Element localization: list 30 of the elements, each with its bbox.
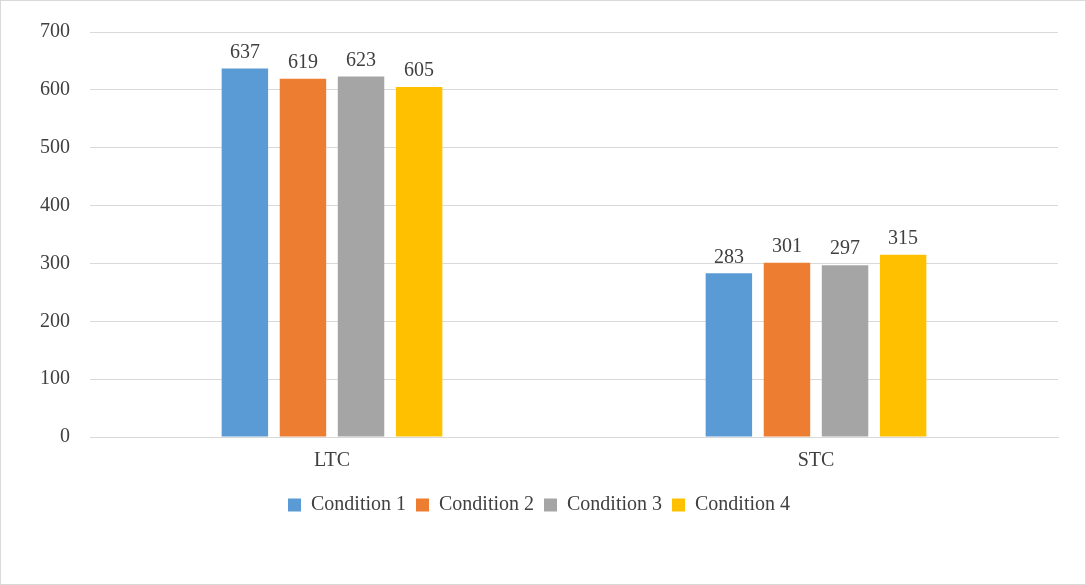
bar (395, 86, 443, 437)
data-label: 283 (713, 244, 744, 267)
bar (279, 78, 327, 437)
legend-label: Condition 4 (695, 492, 791, 515)
data-label: 315 (888, 226, 919, 248)
y-tick-label: 100 (40, 366, 70, 389)
bar (879, 254, 927, 437)
bar (763, 262, 811, 437)
data-label: 637 (229, 39, 260, 62)
data-label: 301 (771, 234, 802, 257)
bar (705, 273, 753, 437)
data-label: 623 (346, 47, 377, 70)
y-tick-label: 0 (60, 424, 70, 447)
data-label: 619 (287, 50, 318, 73)
y-tick-label: 200 (40, 308, 70, 331)
y-tick-label: 400 (40, 192, 70, 215)
y-tick-label: 300 (40, 250, 70, 273)
data-label: 605 (404, 58, 435, 81)
bar (337, 76, 385, 437)
bar (221, 68, 269, 437)
y-tick-label: 700 (40, 19, 70, 42)
legend-label: Condition 2 (438, 492, 535, 515)
x-tick-label: STC (797, 448, 835, 471)
legend-label: Condition 3 (567, 492, 663, 515)
y-tick-label: 600 (40, 77, 70, 100)
data-label: 297 (830, 236, 861, 259)
y-tick-label: 500 (40, 134, 70, 157)
legend-label: Condition 1 (310, 492, 406, 515)
x-tick-label: LTC (314, 448, 350, 471)
bar (821, 265, 869, 437)
